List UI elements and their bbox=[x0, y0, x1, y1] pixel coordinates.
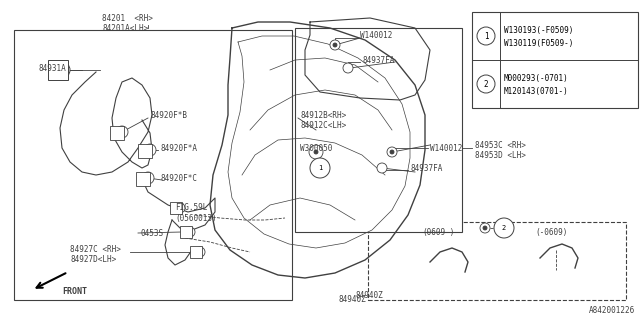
Text: 84940Z: 84940Z bbox=[355, 291, 383, 300]
Text: 84201A<LH>: 84201A<LH> bbox=[102, 23, 148, 33]
Text: 84937FA: 84937FA bbox=[362, 55, 394, 65]
Text: 84920F*A: 84920F*A bbox=[160, 143, 197, 153]
Text: M000293(-0701): M000293(-0701) bbox=[504, 74, 569, 83]
Text: FRONT: FRONT bbox=[62, 287, 87, 297]
Text: 2: 2 bbox=[484, 79, 488, 89]
Circle shape bbox=[142, 172, 154, 184]
Text: 84920F*C: 84920F*C bbox=[160, 173, 197, 182]
Bar bbox=[180, 226, 192, 238]
Text: 1: 1 bbox=[484, 31, 488, 41]
Text: 84912B<RH>: 84912B<RH> bbox=[300, 110, 346, 119]
Text: W300050: W300050 bbox=[300, 143, 332, 153]
Circle shape bbox=[54, 62, 70, 78]
Circle shape bbox=[195, 247, 205, 257]
Bar bbox=[138, 144, 152, 158]
Bar bbox=[136, 172, 150, 186]
Text: 84912C<LH>: 84912C<LH> bbox=[300, 121, 346, 130]
Text: A842001226: A842001226 bbox=[589, 306, 635, 315]
Bar bbox=[110, 126, 124, 140]
Text: 84940Z: 84940Z bbox=[338, 295, 365, 305]
Text: W140012: W140012 bbox=[360, 30, 392, 39]
Circle shape bbox=[343, 63, 353, 73]
Text: 2: 2 bbox=[502, 225, 506, 231]
Circle shape bbox=[314, 150, 318, 154]
Text: (0609-): (0609-) bbox=[422, 228, 454, 236]
Circle shape bbox=[185, 227, 195, 237]
Text: FIG.59L: FIG.59L bbox=[175, 204, 207, 212]
Text: (0560013): (0560013) bbox=[175, 213, 216, 222]
Circle shape bbox=[333, 43, 337, 47]
Bar bbox=[170, 202, 182, 214]
Circle shape bbox=[330, 40, 340, 50]
Circle shape bbox=[309, 145, 323, 159]
Bar bbox=[190, 246, 202, 258]
Text: W130193(-F0509): W130193(-F0509) bbox=[504, 26, 573, 35]
Bar bbox=[472, 12, 638, 108]
Text: W140012: W140012 bbox=[430, 143, 462, 153]
Text: M120143(0701-): M120143(0701-) bbox=[504, 86, 569, 95]
Text: 84931A: 84931A bbox=[38, 63, 66, 73]
Circle shape bbox=[310, 158, 330, 178]
Text: 84953C <RH>: 84953C <RH> bbox=[475, 140, 526, 149]
Circle shape bbox=[477, 75, 495, 93]
Text: 0453S: 0453S bbox=[140, 228, 163, 237]
Text: 84201  <RH>: 84201 <RH> bbox=[102, 13, 153, 22]
Circle shape bbox=[175, 203, 185, 213]
Bar bbox=[48, 60, 68, 80]
Circle shape bbox=[483, 226, 487, 230]
Bar bbox=[368, 222, 626, 300]
Text: 84927D<LH>: 84927D<LH> bbox=[70, 255, 116, 265]
Text: 84927C <RH>: 84927C <RH> bbox=[70, 245, 121, 254]
Bar bbox=[14, 30, 292, 300]
Circle shape bbox=[494, 218, 514, 238]
Text: W130119(F0509-): W130119(F0509-) bbox=[504, 38, 573, 47]
Text: 84953D <LH>: 84953D <LH> bbox=[475, 150, 526, 159]
Text: 1: 1 bbox=[318, 165, 322, 171]
Text: 84920F*B: 84920F*B bbox=[150, 110, 187, 119]
Circle shape bbox=[116, 126, 128, 138]
Bar bbox=[295, 28, 462, 232]
Circle shape bbox=[387, 147, 397, 157]
Circle shape bbox=[480, 223, 490, 233]
Text: (-0609): (-0609) bbox=[535, 228, 568, 236]
Text: 84937FA: 84937FA bbox=[410, 164, 442, 172]
Circle shape bbox=[477, 27, 495, 45]
Circle shape bbox=[390, 150, 394, 154]
Circle shape bbox=[377, 163, 387, 173]
Circle shape bbox=[144, 144, 156, 156]
